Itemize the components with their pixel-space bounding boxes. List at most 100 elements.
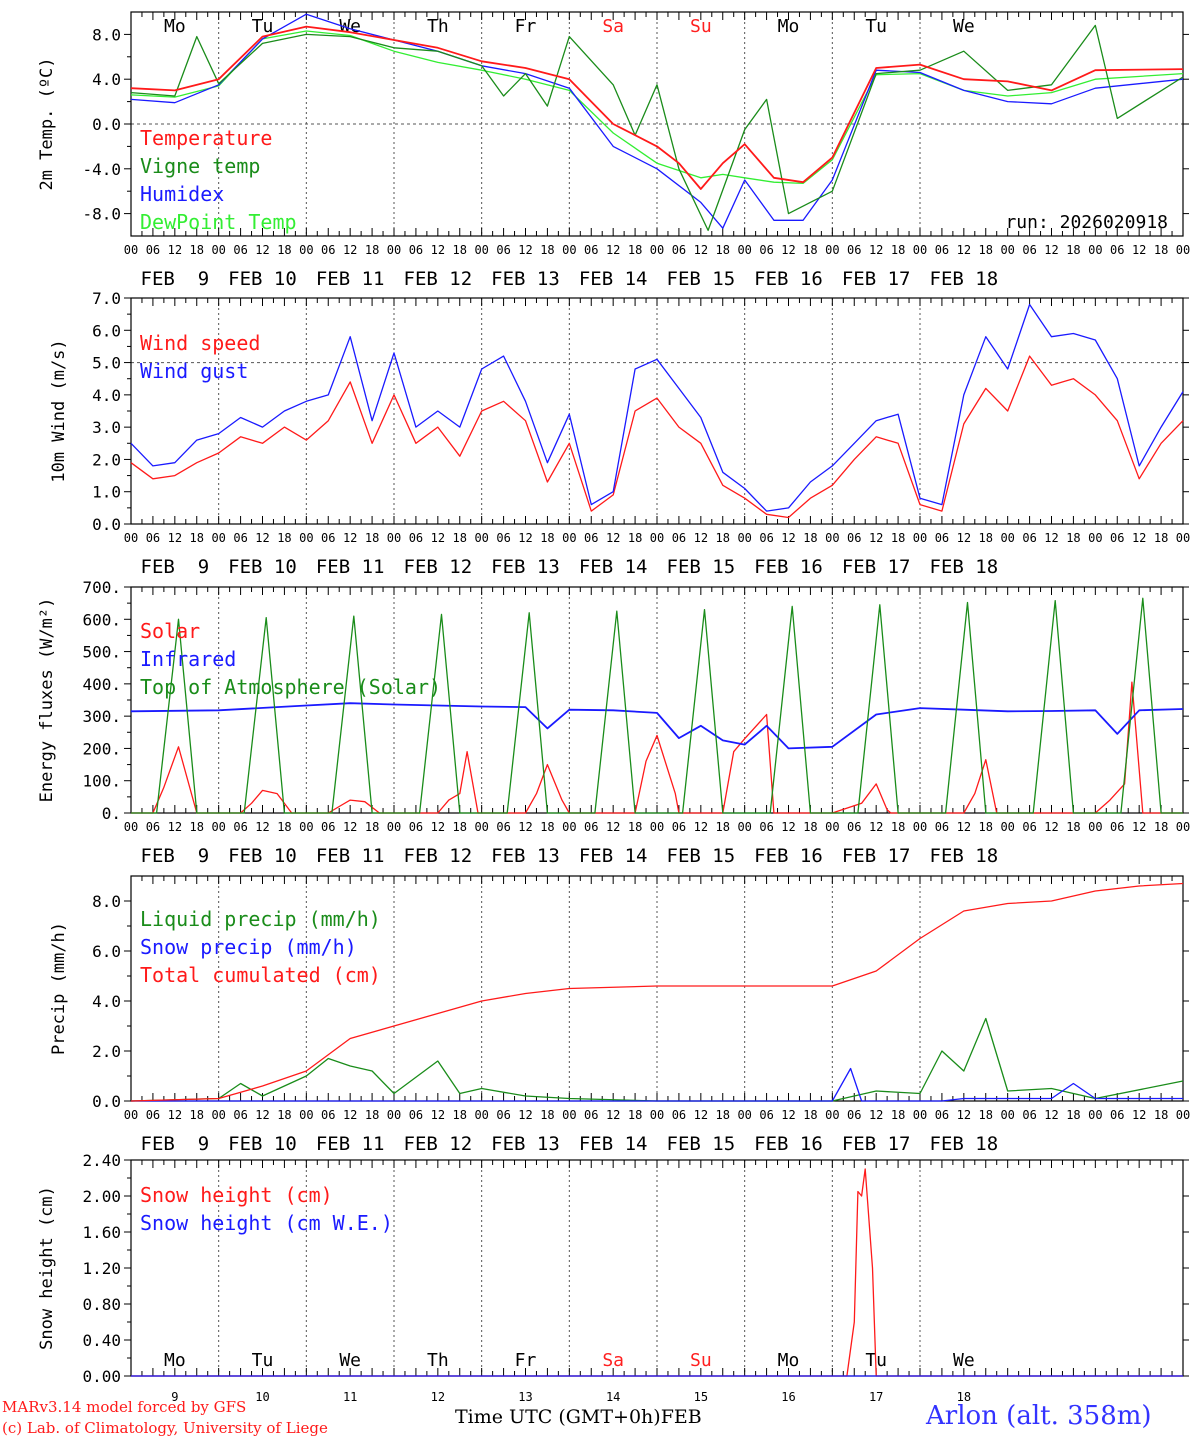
x-hour-label: 06: [759, 531, 773, 545]
x-hour-label: 18: [1154, 820, 1168, 834]
x-hour-label: 18: [1154, 531, 1168, 545]
x-hour-label: 06: [584, 243, 598, 257]
x-hour-label: 18: [803, 1108, 817, 1122]
x-hour-label: 12: [1044, 243, 1058, 257]
x-hour-label: 06: [409, 531, 423, 545]
y-tick-label: 3.0: [92, 418, 121, 437]
y-tick-label: 0.80: [82, 1295, 121, 1314]
x-hour-label: 18: [716, 531, 730, 545]
x-hour-label: 18: [190, 243, 204, 257]
x-hour-label: 12: [168, 820, 182, 834]
x-hour-label: 06: [233, 1108, 247, 1122]
x-hour-label: 00: [825, 531, 839, 545]
y-tick-label: 0.: [102, 804, 121, 823]
x-date-label: FEB 11: [316, 556, 385, 578]
series-line-snow-height-cm-: [131, 1168, 1183, 1377]
x-hour-label: 12: [1044, 531, 1058, 545]
y-tick-label: 4.0: [92, 386, 121, 405]
x-hour-label: 12: [431, 820, 445, 834]
x-hour-label: 18: [277, 243, 291, 257]
x-hour-label: 12: [518, 1108, 532, 1122]
y-tick-label: 700.: [82, 578, 121, 597]
x-hour-label: 06: [409, 243, 423, 257]
series-line-liquid-precip-mm-h-: [130, 1017, 1184, 1102]
x-hour-label: 06: [1110, 243, 1124, 257]
x-hour-label: 00: [299, 820, 313, 834]
x-day-number: 15: [694, 1390, 708, 1404]
x-hour-label: 00: [1176, 243, 1190, 257]
weekday-label: Su: [690, 1350, 712, 1371]
y-tick-label: 2.40: [82, 1151, 121, 1170]
x-day-number: 9: [171, 1390, 178, 1404]
x-hour-label: 06: [759, 820, 773, 834]
legend-entry: Humidex: [140, 182, 224, 206]
x-hour-label: 00: [650, 531, 664, 545]
y-tick-label: 8.0: [92, 25, 121, 44]
x-hour-label: 12: [518, 820, 532, 834]
x-hour-label: 06: [759, 1108, 773, 1122]
x-date-label: FEB 15: [667, 556, 736, 578]
x-date-label: FEB 13: [491, 556, 560, 578]
x-hour-label: 06: [672, 820, 686, 834]
x-hour-label: 06: [146, 820, 160, 834]
x-hour-label: 00: [1088, 243, 1102, 257]
panel-2: 7.0 6.0 5.0 4.0 3.0 2.0 1.0 0.0 10m Wind (m/s) 00…: [49, 289, 1190, 578]
x-hour-label: 06: [409, 820, 423, 834]
x-hour-label: 00: [825, 243, 839, 257]
weekday-label: Sa: [602, 16, 624, 37]
x-date-label: FEB 12: [404, 1133, 473, 1155]
x-hour-label: 12: [957, 243, 971, 257]
x-hour-label: 18: [277, 531, 291, 545]
x-hour-label: 06: [496, 1108, 510, 1122]
x-hour-label: 12: [343, 243, 357, 257]
x-hour-label: 18: [365, 820, 379, 834]
x-hour-label: 06: [759, 243, 773, 257]
x-hour-label: 12: [1132, 243, 1146, 257]
y-tick-label: 0.0: [92, 515, 121, 534]
x-hour-label: 18: [190, 820, 204, 834]
x-date-label: FEB 9: [141, 268, 210, 290]
x-hour-label: 06: [672, 243, 686, 257]
x-hour-label: 18: [979, 243, 993, 257]
panel-1: 8.0 4.0 0.0 -4.0 -8.0 2m Temp. (ºC) 00 06 12 18 00…: [37, 11, 1190, 290]
x-date-label: FEB 17: [842, 268, 911, 290]
x-hour-label: 18: [190, 531, 204, 545]
x-hour-label: 18: [365, 243, 379, 257]
x-day-number: 14: [606, 1390, 620, 1404]
x-hour-label: 00: [1176, 531, 1190, 545]
x-hour-label: 00: [562, 531, 576, 545]
x-hour-label: 00: [825, 1108, 839, 1122]
legend-entry: Snow height (cm): [140, 1183, 333, 1207]
x-hour-label: 12: [1132, 820, 1146, 834]
y-tick-label: 4.0: [92, 70, 121, 89]
x-hour-label: 18: [716, 243, 730, 257]
xaxis-title: Time UTC (GMT+0h)FEB: [455, 1406, 702, 1428]
x-date-label: FEB 10: [228, 268, 297, 290]
weekday-label: We: [953, 1350, 975, 1371]
x-hour-label: 06: [847, 531, 861, 545]
x-hour-label: 06: [672, 1108, 686, 1122]
x-day-number: 17: [869, 1390, 883, 1404]
y-tick-label: 500.: [82, 643, 121, 662]
x-hour-label: 06: [1022, 820, 1036, 834]
x-hour-label: 06: [233, 820, 247, 834]
x-day-number: 16: [781, 1390, 795, 1404]
x-hour-label: 12: [869, 1108, 883, 1122]
x-hour-label: 12: [781, 531, 795, 545]
x-day-number: 13: [518, 1390, 532, 1404]
y-tick-label: 100.: [82, 772, 121, 791]
x-hour-label: 18: [891, 531, 905, 545]
series-line-infrared: [130, 702, 1184, 750]
x-date-label: FEB 17: [842, 845, 911, 867]
xaxis-month: FEB: [660, 1406, 702, 1428]
x-date-label: FEB 18: [930, 556, 999, 578]
weekday-label: We: [953, 16, 975, 37]
x-hour-label: 12: [869, 531, 883, 545]
x-date-label: FEB 13: [491, 845, 560, 867]
panel-3: 700. 600. 500. 400. 300. 200. 100. 0. Energy flu…: [37, 578, 1190, 867]
x-hour-label: 18: [803, 820, 817, 834]
x-hour-label: 18: [1154, 1108, 1168, 1122]
x-hour-label: 12: [781, 243, 795, 257]
x-hour-label: 00: [124, 820, 138, 834]
